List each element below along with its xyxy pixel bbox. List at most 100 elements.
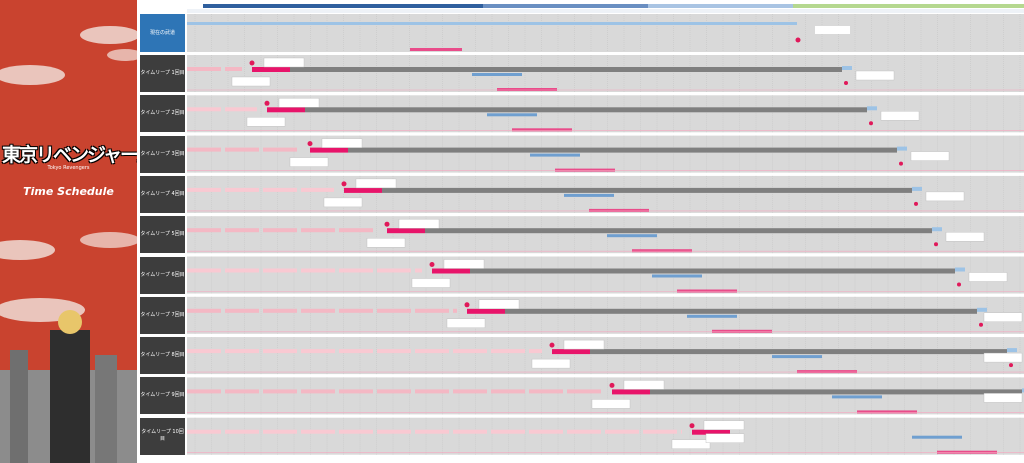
pink-span	[555, 168, 615, 172]
note	[446, 318, 486, 328]
note	[366, 237, 406, 248]
note	[398, 218, 440, 229]
note	[855, 70, 895, 81]
end-span	[932, 227, 942, 232]
past-span	[187, 389, 221, 394]
note	[355, 178, 397, 189]
main-span	[348, 147, 897, 153]
past-span	[225, 268, 259, 273]
pink-span	[712, 329, 772, 333]
header-ticks	[187, 9, 1024, 13]
note	[478, 299, 520, 309]
marker	[249, 60, 255, 66]
marker	[689, 423, 695, 429]
past-span	[187, 147, 221, 152]
past-span	[415, 308, 449, 313]
row-bg	[187, 256, 1024, 294]
blue-span	[530, 153, 580, 157]
past-span	[377, 308, 411, 313]
leap-span	[467, 308, 505, 314]
note	[231, 76, 271, 87]
main-span	[650, 389, 1022, 395]
row-label: 現在の武道	[140, 14, 185, 52]
row-bg	[187, 417, 1024, 455]
marker	[934, 242, 938, 247]
row-bg	[187, 296, 1024, 334]
marker	[549, 342, 555, 348]
blue-span	[832, 395, 882, 399]
past-span	[567, 389, 601, 394]
past-span	[567, 429, 601, 434]
note	[705, 433, 745, 443]
pink-span	[632, 249, 692, 253]
row-bg	[187, 216, 1024, 254]
header-band	[203, 4, 483, 8]
note	[983, 352, 1023, 363]
past-span	[491, 429, 525, 434]
decoration	[0, 26, 137, 463]
note	[968, 272, 1008, 282]
main-span	[290, 67, 842, 72]
past-span	[187, 349, 221, 354]
past-span	[225, 228, 259, 233]
past-span	[377, 429, 411, 434]
past-span	[529, 429, 563, 434]
note	[531, 358, 571, 369]
blue-span	[607, 234, 657, 238]
past-span	[491, 349, 525, 354]
main-span	[305, 107, 867, 113]
note	[321, 138, 363, 148]
past-span	[263, 147, 297, 152]
leap-span	[692, 429, 730, 435]
past-span	[339, 349, 373, 354]
marker	[464, 302, 470, 308]
past-span	[225, 187, 259, 192]
row-bg	[187, 377, 1024, 415]
logo: 東京リベンジャーズ	[2, 144, 137, 166]
past-span	[187, 187, 221, 192]
note	[278, 98, 320, 108]
main-span	[382, 187, 912, 193]
end-span	[897, 146, 907, 151]
row-label: タイムリープ 5回目	[140, 216, 185, 254]
past-span	[301, 308, 335, 313]
pink-span	[937, 450, 997, 454]
blue-span	[912, 435, 962, 439]
past-span	[453, 349, 487, 354]
past-span	[415, 389, 449, 394]
leap-span	[267, 107, 305, 113]
leap-span	[252, 67, 290, 72]
past-span	[681, 429, 682, 434]
past-span	[529, 389, 563, 394]
marker	[869, 121, 873, 126]
marker	[979, 322, 983, 327]
marker	[341, 181, 347, 187]
past-span	[301, 349, 335, 354]
blue-span	[652, 274, 702, 278]
end-span	[867, 106, 877, 111]
row-bg	[187, 55, 1024, 92]
note	[289, 157, 329, 167]
title: Time Schedule	[23, 185, 114, 198]
leap-span	[552, 349, 590, 355]
past-span	[491, 389, 525, 394]
past-span	[605, 429, 639, 434]
marker	[957, 282, 961, 287]
note	[411, 278, 451, 288]
main-span	[470, 268, 955, 274]
note	[815, 26, 850, 34]
note	[945, 231, 985, 242]
note	[246, 117, 286, 127]
note	[925, 191, 965, 202]
leap-span	[387, 228, 425, 234]
marker	[1009, 363, 1013, 368]
past-span	[377, 389, 411, 394]
past-span	[415, 429, 449, 434]
note	[983, 393, 1023, 403]
past-span	[415, 349, 449, 354]
row-label: タイムリープ 9回目	[140, 377, 185, 415]
past-span	[453, 389, 487, 394]
note	[703, 420, 745, 430]
past-span	[529, 349, 542, 354]
past-span	[225, 389, 259, 394]
